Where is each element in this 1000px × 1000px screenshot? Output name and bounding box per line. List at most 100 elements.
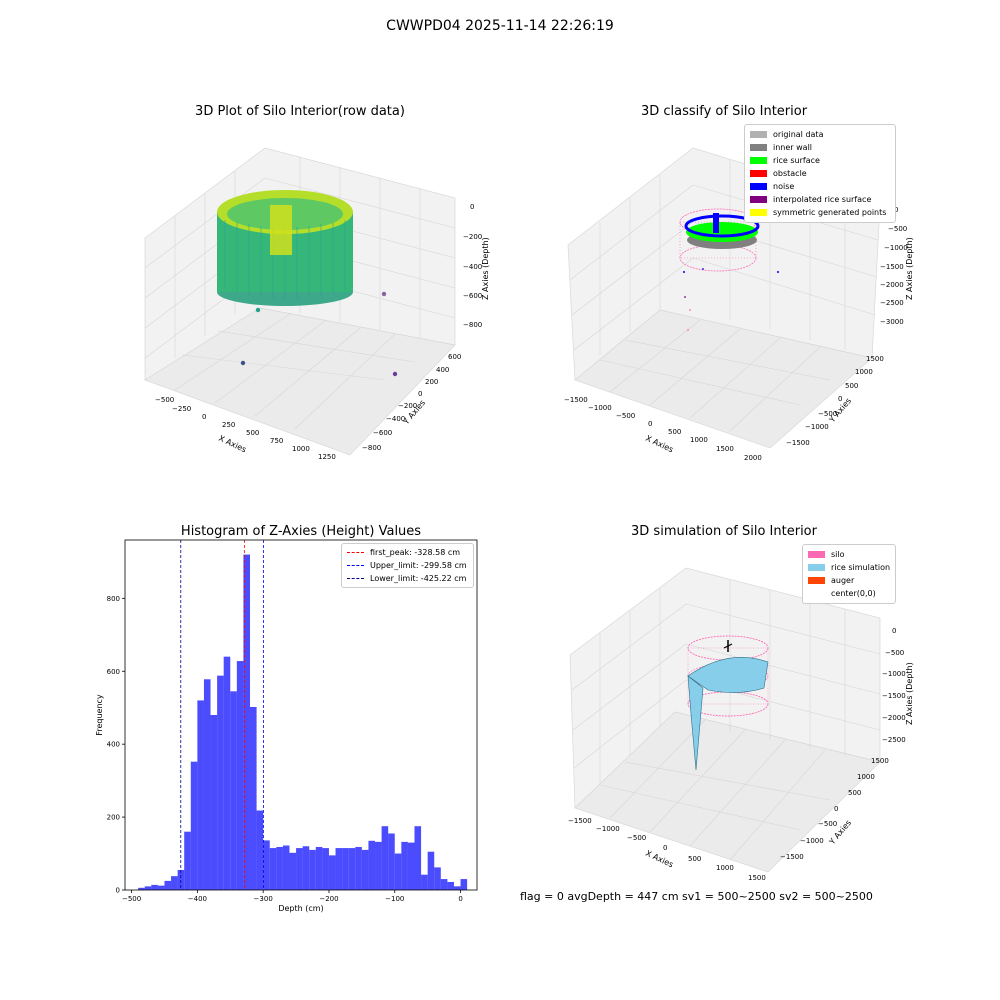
simulation-ztick: −2500 [882, 736, 906, 744]
histogram-bar [407, 842, 415, 890]
legend-swatch [808, 590, 825, 597]
simulation-ytick: 0 [834, 805, 838, 813]
raw-xtick: 250 [222, 421, 235, 429]
histogram-bar [335, 848, 343, 890]
histogram-bar [236, 661, 244, 890]
raw-ytick: 400 [436, 366, 449, 374]
simulation-ztick: −1500 [882, 692, 906, 700]
classify-3d-panes [567, 147, 881, 449]
legend-label: inner wall [773, 143, 813, 152]
legend-entry: first_peak: -328.58 cm [347, 546, 468, 559]
raw-ztick: −400 [463, 263, 482, 271]
simulation-ytick: 500 [848, 789, 861, 797]
simulation-xtick: 1500 [748, 874, 766, 882]
raw-zlabel: Z Axies (Depth) [481, 237, 490, 300]
histogram-bar [375, 841, 382, 890]
raw-ytick: −600 [373, 429, 392, 437]
legend-swatch [750, 144, 767, 151]
simulation-model [687, 635, 769, 771]
histogram-xtick-label: −500 [122, 895, 141, 903]
classify-zlabel: Z Axies (Depth) [905, 237, 914, 300]
histogram-bar [250, 706, 257, 890]
classify-ytick: 1500 [866, 355, 884, 363]
raw-x-ticks: −500 −250 0 250 500 750 1000 1250 [155, 396, 336, 461]
histogram-bar [171, 876, 178, 890]
classify-xtick: 500 [668, 428, 681, 436]
classify-xtick: 2000 [744, 454, 762, 462]
legend-label: rice simulation [831, 563, 891, 572]
classify-ztick: −2500 [880, 299, 904, 307]
histogram-bar [223, 656, 231, 890]
histogram-bar [322, 848, 329, 890]
raw-xtick: 750 [270, 437, 283, 445]
histogram-bar [453, 886, 461, 890]
simulation-ytick: −500 [818, 820, 837, 828]
raw-ztick: −800 [463, 321, 482, 329]
simulation-ztick: −1000 [882, 670, 906, 678]
legend-label: obstacle [773, 169, 807, 178]
histogram-bar [184, 831, 191, 890]
classify-legend: original data inner wall rice surface ob… [744, 124, 896, 223]
classify-xtick: 1500 [716, 445, 734, 453]
classify-point-cloud [679, 208, 779, 331]
legend-entry: auger [808, 574, 890, 587]
histogram-bar [151, 884, 158, 890]
legend-label: silo [831, 550, 845, 559]
raw-ytick: −400 [386, 415, 405, 423]
simulation-ytick: 1000 [857, 773, 875, 781]
raw-ytick: −200 [398, 402, 417, 410]
histogram-title: Histogram of Z-Axies (Height) Values [180, 524, 422, 539]
simulation-xtick: −1500 [568, 817, 592, 825]
histogram-bar [269, 848, 277, 890]
simulation-plot-title: 3D simulation of Silo Interior [631, 524, 817, 539]
histogram-bar [197, 700, 204, 890]
classify-z-ticks: 0 −500 −1000 −1500 −2000 −2500 −3000 [880, 206, 908, 326]
histogram-legend: first_peak: -328.58 cm Upper_limit: -299… [341, 543, 474, 588]
classify-xlabel: X Axies [644, 434, 675, 455]
legend-label: symmetric generated points [773, 208, 887, 217]
legend-entry: symmetric generated points [750, 206, 890, 219]
classify-xtick: −1500 [564, 396, 588, 404]
simulation-ztick: −500 [885, 649, 904, 657]
legend-swatch [808, 551, 825, 558]
classify-3d-plot: −1500 −1000 −500 0 500 1000 1500 2000 −1… [564, 147, 914, 462]
histogram-threshold-lines [180, 540, 264, 890]
histogram-xtick-label: −100 [385, 895, 404, 903]
histogram-bar [394, 853, 402, 890]
classify-xtick: −500 [616, 412, 635, 420]
histogram-bar [328, 855, 336, 890]
histogram-ytick-label: 600 [107, 668, 120, 676]
histogram-bar [361, 849, 369, 890]
legend-label: auger [831, 576, 855, 585]
histogram-bar [434, 867, 441, 890]
legend-swatch [808, 564, 825, 571]
status-footer: flag = 0 avgDepth = 447 cm sv1 = 500~250… [520, 890, 873, 903]
raw-z-ticks: 0 −200 −400 −600 −800 [463, 203, 482, 329]
histogram-bars [138, 554, 468, 890]
raw-ztick: 0 [470, 203, 474, 211]
simulation-ztick: −2000 [882, 714, 906, 722]
raw-ytick: 600 [448, 353, 461, 361]
histogram-bar [164, 880, 172, 890]
histogram-xtick-label: −400 [188, 895, 207, 903]
histogram-bar [414, 826, 422, 890]
histogram-ytick-label: 200 [107, 814, 120, 822]
histogram-bar [388, 833, 395, 890]
histogram-bar [243, 554, 251, 890]
classify-ytick: 0 [838, 395, 842, 403]
histogram-bar [421, 874, 428, 890]
histogram-y-ticks: 0 200 400 600 800 [107, 595, 125, 895]
simulation-legend: silo rice simulation auger center(0,0) [802, 544, 896, 604]
histogram-bar [315, 846, 323, 890]
raw-xtick: 1000 [292, 445, 310, 453]
legend-line [347, 552, 364, 553]
classify-ztick: 0 [894, 206, 898, 214]
histogram-bar [447, 881, 454, 890]
histogram-bar [157, 885, 165, 890]
raw-ztick: −600 [463, 292, 482, 300]
raw-ztick: −200 [463, 233, 482, 241]
raw-ytick: 0 [418, 390, 422, 398]
legend-swatch [750, 170, 767, 177]
histogram-bar [296, 848, 303, 890]
raw-xtick: 500 [246, 429, 259, 437]
